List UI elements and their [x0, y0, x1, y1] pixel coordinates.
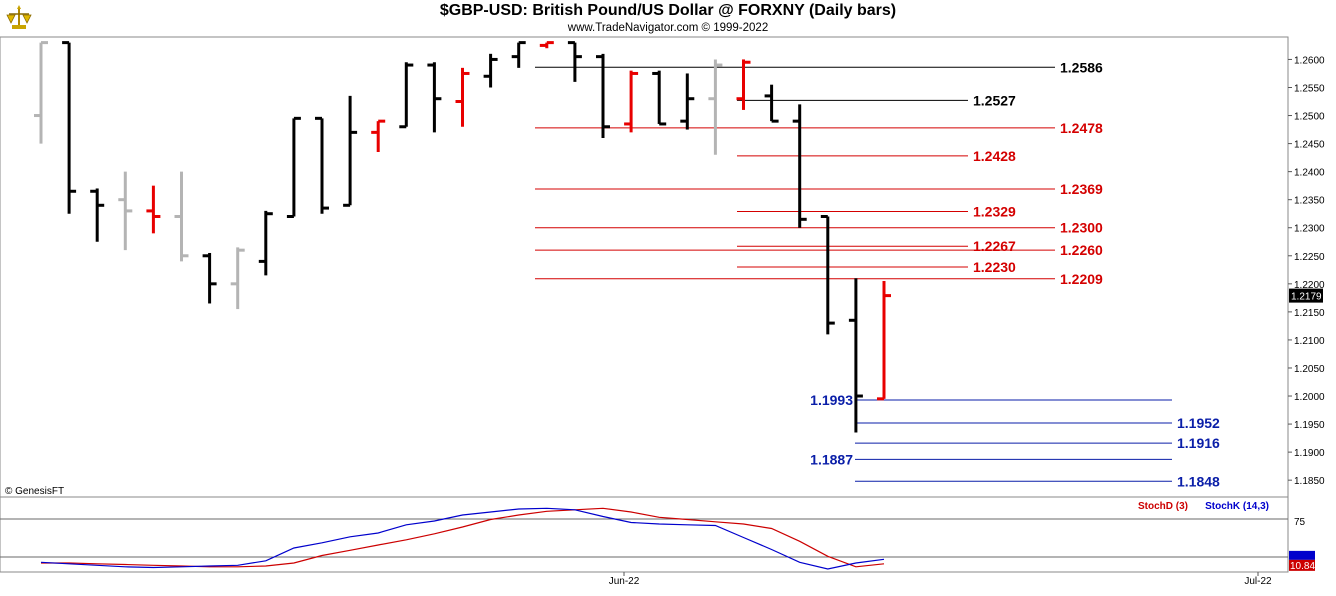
level-label: 1.2209 [1060, 271, 1103, 287]
price-panel-border [0, 36, 1289, 498]
ohlc-bar [652, 70, 667, 126]
y-tick-label: 1.2200 [1294, 280, 1325, 291]
y-tick-label: 1.2350 [1294, 196, 1325, 207]
stoch-last-label: 10.84 [1290, 561, 1315, 572]
y-tick-label: 1.2450 [1294, 140, 1325, 151]
ohlc-bar [680, 73, 695, 130]
y-tick-label: 1.2000 [1294, 392, 1325, 403]
ohlc-bar [343, 95, 358, 207]
credit-text: © GenesisFT [5, 486, 65, 497]
ohlc-bar [764, 84, 779, 123]
ohlc-bar [315, 116, 329, 214]
level-label: 1.1993 [810, 392, 853, 408]
stoch-tick-label: 75 [1294, 517, 1306, 528]
genesis-logo-icon [3, 3, 35, 38]
level-label: 1.2369 [1060, 181, 1103, 197]
level-label: 1.2478 [1060, 120, 1103, 136]
stoch-panel-border [0, 496, 1289, 573]
level-label: 1.2586 [1060, 59, 1103, 75]
ohlc-bar [146, 185, 161, 234]
x-tick-label: Jun-22 [609, 576, 640, 587]
y-tick-label: 1.2400 [1294, 168, 1325, 179]
ohlc-bar [792, 104, 807, 228]
ohlc-bar [399, 62, 414, 129]
ohlc-bar [877, 281, 891, 401]
level-label: 1.2300 [1060, 220, 1103, 236]
ohlc-bar [596, 53, 610, 138]
ohlc-bar [258, 210, 273, 276]
level-label: 1.1952 [1177, 415, 1220, 431]
ohlc-bar [202, 252, 217, 304]
ohlc-bar [483, 53, 498, 88]
ohlc-bar [511, 41, 526, 68]
y-tick-label: 1.2250 [1294, 252, 1325, 263]
y-tick-label: 1.1900 [1294, 448, 1325, 459]
level-label: 1.2260 [1060, 242, 1103, 258]
level-label: 1.1887 [810, 451, 853, 467]
level-label: 1.2267 [973, 238, 1016, 254]
ohlc-bar [539, 41, 554, 49]
ohlc-bar [624, 70, 639, 133]
ohlc-bar [174, 171, 189, 262]
y-tick-label: 1.2600 [1294, 55, 1325, 66]
y-tick-label: 1.2150 [1294, 308, 1325, 319]
y-tick-label: 1.1950 [1294, 420, 1325, 431]
ohlc-bar [62, 41, 77, 214]
ohlc-bar [708, 59, 723, 155]
chart-title: $GBP-USD: British Pound/US Dollar @ FORX… [439, 2, 897, 19]
level-label: 1.2230 [973, 259, 1016, 275]
ohlc-bar [820, 215, 835, 335]
ohlc-bar [567, 41, 582, 82]
level-label: 1.1848 [1177, 473, 1220, 489]
x-tick-label: Jul-22 [1244, 576, 1272, 587]
stoch-last-box [1289, 559, 1315, 571]
y-tick-label: 1.1850 [1294, 476, 1325, 487]
level-label: 1.2329 [973, 203, 1016, 219]
chart-subtitle: www.TradeNavigator.com © 1999-2022 [567, 22, 769, 34]
y-tick-label: 1.2550 [1294, 83, 1325, 94]
last-price-label: 1.2179 [1291, 292, 1322, 303]
ohlc-bar [736, 59, 751, 110]
ohlc-bar [286, 116, 301, 219]
stoch-series-line [41, 507, 885, 568]
ohlc-bar [455, 67, 470, 127]
ohlc-bar [427, 62, 442, 133]
y-tick-label: 1.2500 [1294, 112, 1325, 123]
ohlc-bar [34, 41, 48, 144]
level-label: 1.2428 [973, 148, 1016, 164]
last-price-box [1289, 288, 1323, 303]
stoch-series-line [40, 507, 885, 570]
y-tick-label: 1.2300 [1294, 224, 1325, 235]
y-tick-label: 1.2050 [1294, 364, 1325, 375]
stochk-legend: StochK (14,3) [1205, 501, 1269, 512]
stochd-legend: StochD (3) [1138, 501, 1188, 512]
y-tick-label: 1.2100 [1294, 336, 1325, 347]
ohlc-bar [90, 188, 105, 242]
level-label: 1.2527 [973, 92, 1016, 108]
ohlc-bar [230, 247, 245, 310]
ohlc-bar [371, 119, 386, 152]
ohlc-bar [848, 278, 863, 433]
stoch-last-box-top [1289, 550, 1315, 560]
ohlc-bar [118, 171, 133, 251]
level-label: 1.1916 [1177, 435, 1220, 451]
